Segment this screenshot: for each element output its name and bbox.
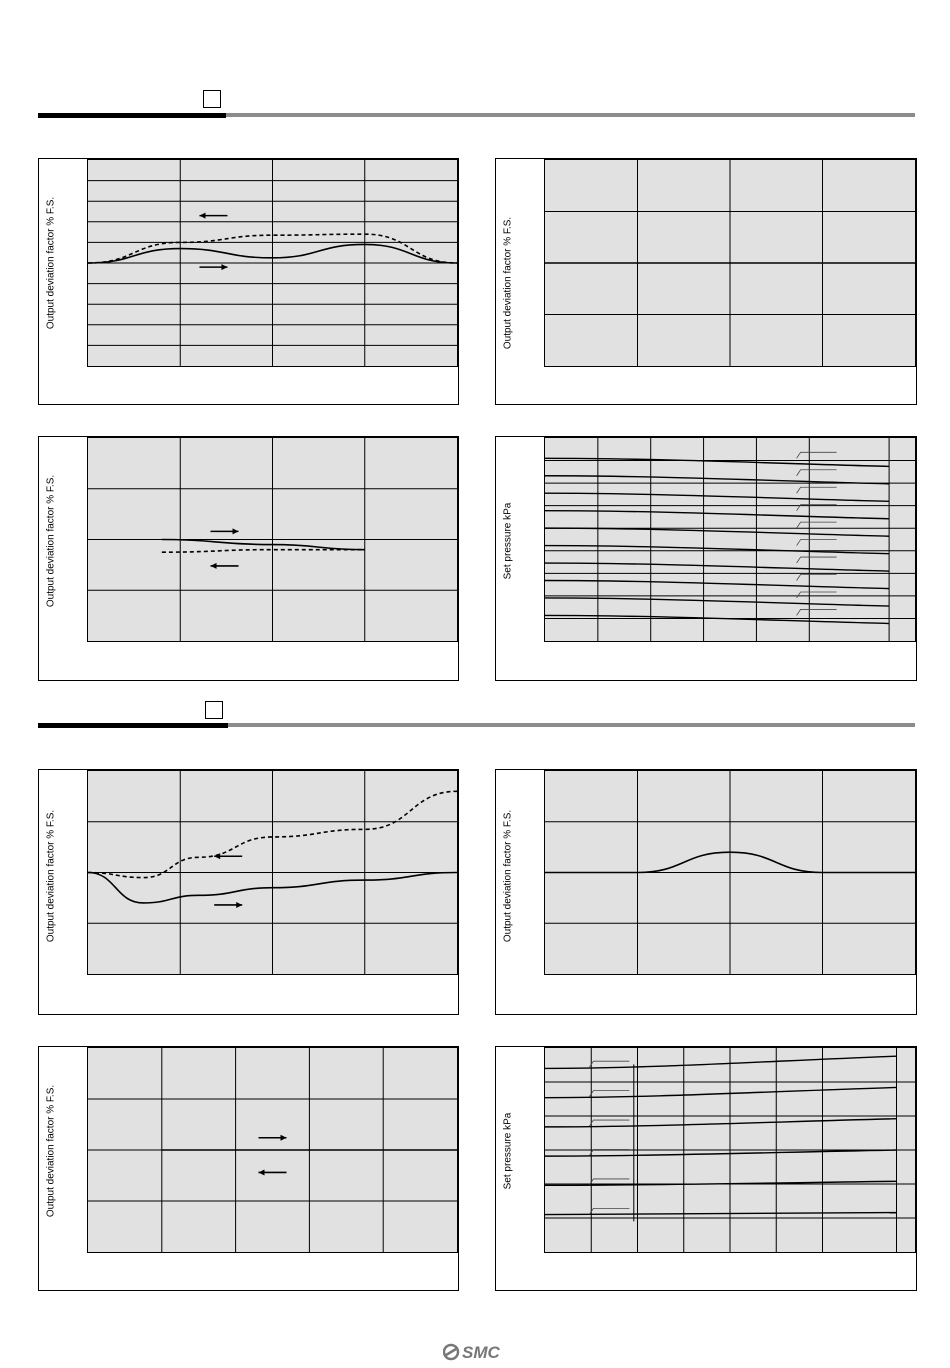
chart-svg <box>87 771 458 974</box>
plot-area <box>544 770 916 975</box>
y-axis-label: Set pressure kPa <box>502 502 514 580</box>
arrow-head <box>214 853 221 860</box>
y-axis-label: Output deviation factor % F.S. <box>45 809 57 943</box>
plot-area <box>87 159 458 367</box>
y-axis-label: Set pressure kPa <box>502 1112 514 1190</box>
series-line-dashed <box>87 790 458 879</box>
section-1-rule-thin <box>226 113 915 117</box>
plot-area <box>544 1047 916 1253</box>
logo-text: SMC <box>462 1343 501 1362</box>
pressure-curve <box>544 562 890 572</box>
y-axis-label: Output deviation factor % F.S. <box>502 216 514 350</box>
section-1-rule-thick <box>38 113 226 118</box>
chart-svg <box>88 438 457 641</box>
pressure-curve <box>544 457 890 468</box>
chart-panel-s1-a: Output deviation factor % F.S. <box>38 158 459 405</box>
plot-area <box>87 1047 458 1253</box>
series-line-solid <box>87 243 458 264</box>
arrow-head <box>210 562 217 569</box>
pressure-curve <box>544 1211 897 1216</box>
curve-label-tab <box>796 504 837 511</box>
section-2-rule-thick <box>38 723 228 728</box>
curve-label-tab <box>796 521 837 529</box>
pressure-curve <box>544 1086 897 1099</box>
curve-label-tab <box>589 1119 630 1127</box>
pressure-curve <box>544 614 890 625</box>
arrow-head <box>280 1134 287 1141</box>
curve-label-tab <box>796 469 837 476</box>
curve-label-tab <box>589 1178 630 1186</box>
chart-svg <box>545 160 915 366</box>
pressure-curve <box>544 1055 897 1070</box>
pressure-curve <box>544 527 890 537</box>
pressure-curve <box>544 1118 897 1128</box>
pressure-curve <box>544 1149 897 1157</box>
curve-label-tab <box>796 556 837 564</box>
curve-label-tab <box>589 1090 630 1097</box>
curve-label-tab <box>796 591 837 599</box>
curve-label-tab <box>796 574 837 581</box>
series-line-solid <box>545 851 915 874</box>
chart-panel-s2-c: Output deviation factor % F.S. <box>38 1046 459 1291</box>
pressure-curve <box>544 544 890 555</box>
chart-svg <box>544 1048 915 1252</box>
chart-svg <box>545 771 915 974</box>
series-line-dashed <box>161 548 365 553</box>
y-axis-label: Output deviation factor % F.S. <box>502 809 514 943</box>
plot-area <box>87 437 458 642</box>
arrow-head <box>258 1169 265 1176</box>
curve-label-tab <box>589 1060 630 1068</box>
chart-panel-s2-b: Output deviation factor % F.S. <box>495 769 917 1015</box>
y-axis-label: Output deviation factor % F.S. <box>45 1084 57 1218</box>
arrow-head <box>199 212 206 219</box>
chart-svg <box>544 438 915 641</box>
pressure-curve <box>544 492 890 503</box>
chart-panel-s2-a: Output deviation factor % F.S. <box>38 769 459 1015</box>
chart-panel-s2-d: Set pressure kPa <box>495 1046 917 1291</box>
arrow-head <box>232 528 239 535</box>
y-axis-label: Output deviation factor % F.S. <box>45 196 57 330</box>
curve-label-tab <box>796 609 837 616</box>
pressure-curve <box>544 475 890 485</box>
curve-label-tab <box>796 486 837 494</box>
arrow-head <box>221 264 228 271</box>
section-2-rule-thin <box>228 723 915 727</box>
series-line-solid <box>161 538 365 551</box>
pressure-curve <box>544 509 890 520</box>
curve-label-tab <box>796 539 837 546</box>
chart-svg <box>87 160 458 366</box>
chart-panel-s1-d: Set pressure kPa <box>495 436 917 681</box>
arrow-head <box>236 901 243 908</box>
curve-label-tab <box>589 1149 630 1156</box>
curve-label-tab <box>796 451 837 459</box>
chart-panel-s1-c: Output deviation factor % F.S. <box>38 436 459 681</box>
plot-area <box>544 437 916 642</box>
plot-area <box>544 159 916 367</box>
pressure-curve <box>544 579 890 590</box>
pressure-curve <box>544 1180 897 1187</box>
plot-area <box>87 770 458 975</box>
curve-label-tab <box>589 1207 630 1215</box>
section-1-marker <box>203 90 221 108</box>
chart-panel-s1-b: Output deviation factor % F.S. <box>495 158 917 405</box>
section-2-marker <box>205 701 223 719</box>
series-line-solid <box>87 871 458 904</box>
y-axis-label: Output deviation factor % F.S. <box>45 474 57 608</box>
chart-svg <box>88 1048 457 1252</box>
smc-logo: SMC <box>443 1343 501 1362</box>
pressure-curve <box>544 597 890 607</box>
